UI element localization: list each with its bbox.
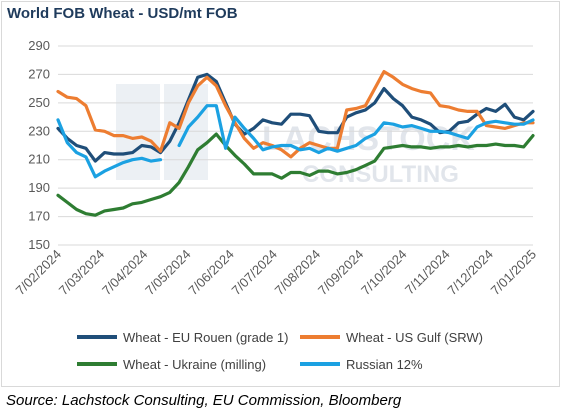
series-lines (56, 70, 535, 217)
legend-label-1: Wheat - US Gulf (SRW) (346, 330, 483, 345)
y-tick-label: 290 (28, 38, 50, 53)
y-tick-label: 270 (28, 66, 50, 81)
x-tick-label: 7/12/2024 (444, 247, 496, 299)
x-tick-label: 7/05/2024 (142, 247, 194, 299)
x-tick-label: 7/06/2024 (185, 247, 237, 299)
x-tick-label: 7/01/2025 (488, 247, 540, 299)
legend-label-2: Wheat - Ukraine (milling) (123, 357, 266, 372)
watermark-line2: CONSULTING (302, 161, 459, 188)
chart-frame (1, 1, 560, 387)
y-tick-label: 190 (28, 180, 50, 195)
x-tick-label: 7/02/2024 (13, 247, 65, 299)
chart-title: World FOB Wheat - USD/mt FOB (7, 5, 238, 22)
y-tick-label: 210 (28, 152, 50, 167)
x-tick-label: 7/10/2024 (358, 247, 410, 299)
legend: Wheat - EU Rouen (grade 1) Wheat - US Gul… (77, 330, 483, 372)
series-line-1 (56, 70, 535, 159)
watermark-bar-1 (116, 84, 160, 180)
x-tick-label: 7/07/2024 (229, 247, 281, 299)
source-note: Source: Lachstock Consulting, EU Commiss… (6, 392, 402, 409)
x-tick-label: 7/04/2024 (99, 247, 151, 299)
x-tick-label: 7/08/2024 (272, 247, 324, 299)
x-tick-label: 7/09/2024 (315, 247, 367, 299)
grid (58, 45, 533, 246)
series-line-0 (56, 72, 535, 163)
x-tick-label: 7/11/2024 (402, 247, 453, 298)
legend-label-0: Wheat - EU Rouen (grade 1) (123, 330, 288, 345)
y-tick-label: 170 (28, 209, 50, 224)
y-tick-label: 150 (28, 237, 50, 252)
series-line-3 (56, 104, 535, 179)
series-line-2 (56, 132, 535, 217)
y-tick-label: 250 (28, 95, 50, 110)
x-axis-ticks: 7/02/20247/03/20247/04/20247/05/20247/06… (13, 247, 540, 299)
y-tick-label: 230 (28, 123, 50, 138)
legend-label-3: Russian 12% (346, 357, 423, 372)
y-axis-ticks: 150 170 190 210 230 250 270 290 (28, 38, 50, 252)
x-tick-label: 7/03/2024 (56, 247, 108, 299)
